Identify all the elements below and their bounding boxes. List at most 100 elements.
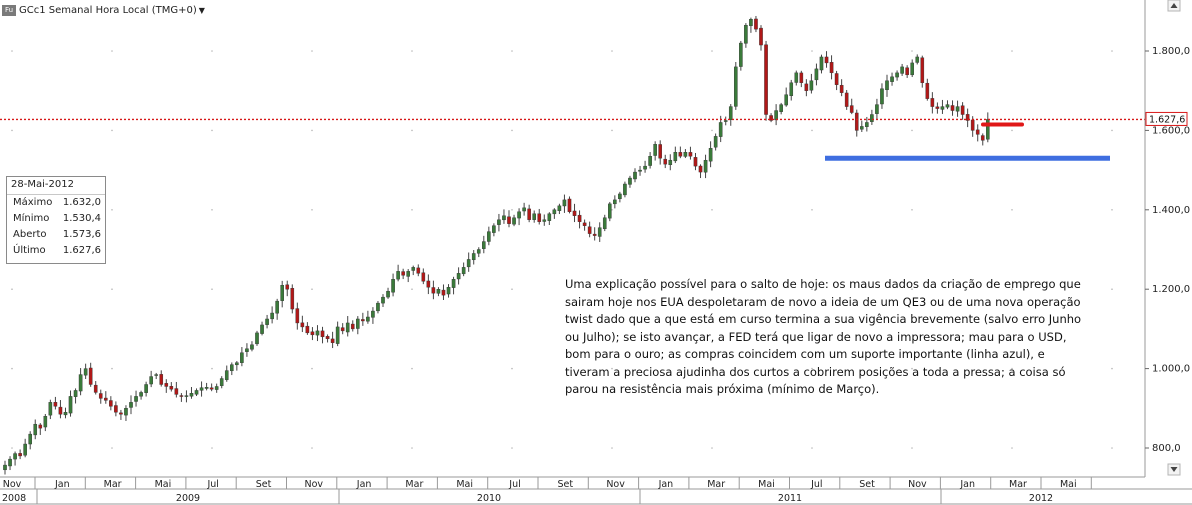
grid-dot	[1111, 447, 1113, 449]
candle-down	[759, 27, 763, 46]
candle-down	[119, 412, 123, 415]
candle-down	[401, 271, 405, 276]
candle-down	[416, 267, 421, 274]
candle-down	[330, 338, 335, 343]
candle-up	[189, 393, 194, 397]
candle-down	[527, 208, 531, 220]
candle-down	[905, 67, 909, 76]
grid-dot	[211, 129, 213, 132]
candle-down	[88, 367, 93, 385]
candle-down	[507, 216, 511, 224]
ohlc-value: 1.573,6	[62, 229, 101, 240]
x-year-label: 2011	[778, 493, 802, 504]
candle-up	[139, 392, 143, 397]
candle-down	[441, 289, 446, 296]
candle-up	[134, 396, 138, 402]
candle-down	[164, 383, 169, 387]
grid-dot	[811, 367, 813, 370]
candle-up	[779, 104, 783, 112]
chart-header[interactable]: Fu GCc1 Semanal Hora Local (TMG+0) ▼	[2, 2, 205, 18]
candle-down	[93, 384, 98, 393]
ohlc-row-open: Aberto 1.573,6	[7, 227, 105, 243]
grid-dot	[711, 447, 713, 449]
grid-dot	[311, 288, 313, 291]
x-month-label: Nov	[606, 479, 625, 490]
candle-down	[965, 114, 970, 121]
candle-up	[280, 285, 285, 301]
candle-down	[426, 280, 431, 288]
candle-down	[587, 226, 592, 234]
candle-up	[396, 271, 400, 280]
grid-dot	[311, 209, 313, 211]
candle-up	[945, 104, 950, 108]
candle-down	[582, 222, 587, 226]
candle-up	[356, 318, 360, 329]
candle-up	[461, 267, 466, 275]
candle-up	[875, 104, 879, 114]
candle-up	[784, 94, 788, 106]
scroll-up-icon[interactable]	[1167, 0, 1181, 12]
last-price-label: 1.627,6	[1149, 114, 1185, 125]
candle-up	[386, 290, 390, 298]
x-month-label: Nov	[908, 479, 927, 490]
candle-up	[13, 453, 17, 460]
grid-dot	[911, 50, 913, 52]
y-tick-label: 1.600,0	[1152, 125, 1190, 136]
candle-up	[502, 215, 506, 221]
candle-down	[698, 165, 703, 173]
candle-up	[608, 203, 612, 219]
grid-dot	[811, 129, 813, 132]
x-month-label: Jul	[810, 479, 822, 490]
candle-up	[265, 318, 269, 325]
candle-up	[492, 225, 496, 233]
grid-dot	[411, 209, 413, 211]
x-month-label: Mai	[155, 479, 172, 490]
grid-dot	[811, 209, 813, 211]
candle-down	[799, 72, 804, 83]
grid-dot	[411, 367, 413, 370]
candle-up	[235, 362, 239, 366]
candle-down	[849, 105, 854, 113]
candle-down	[18, 453, 22, 457]
dropdown-arrow-icon[interactable]: ▼	[198, 5, 205, 15]
candle-down	[295, 308, 300, 324]
price-axis[interactable]: 800,0 1.000,0 1.200,0 1.400,0 1.600,0 1.800,0	[1145, 46, 1190, 454]
candle-up	[890, 76, 894, 82]
candle-up	[376, 302, 380, 312]
grid-dot	[1111, 367, 1113, 370]
grid-dot	[811, 50, 813, 52]
candle-up	[517, 211, 521, 219]
candle-down	[285, 284, 290, 290]
grid-dot	[1111, 288, 1113, 291]
candle-down	[960, 105, 965, 115]
candle-up	[774, 110, 778, 121]
candle-up	[144, 384, 148, 393]
candle-up	[708, 148, 713, 162]
candle-down	[98, 393, 103, 399]
candle-up	[446, 287, 451, 295]
candle-up	[8, 458, 12, 467]
x-month-label: Mai	[456, 479, 473, 490]
x-month-label: Nov	[3, 479, 22, 490]
grid-dot	[211, 447, 213, 449]
scroll-down-icon[interactable]	[1167, 463, 1181, 476]
candle-up	[602, 217, 607, 230]
x-year-label: 2009	[176, 493, 200, 504]
candle-up	[83, 368, 88, 376]
grid-dot	[511, 129, 513, 132]
candle-up	[789, 82, 794, 97]
ohlc-info-box: 28-Mai-2012 Máximo 1.632,0 Mínimo 1.530,…	[6, 176, 106, 264]
ohlc-row-last: Último 1.627,6	[7, 243, 105, 259]
grid-dot	[411, 129, 413, 132]
grid-dot	[11, 288, 13, 291]
time-axis-bg	[0, 477, 1192, 505]
candle-up	[204, 387, 209, 389]
grid-dot	[1011, 129, 1013, 132]
candle-down	[658, 144, 662, 159]
candle-up	[734, 66, 738, 107]
candle-up	[219, 378, 224, 386]
x-month-label: Set	[859, 479, 875, 490]
time-axis[interactable]: Nov Jan Mar Mai Jul Set Nov Jan Mar Mai Jul Set Nov J…	[0, 476, 1192, 505]
candle-up	[406, 271, 411, 277]
